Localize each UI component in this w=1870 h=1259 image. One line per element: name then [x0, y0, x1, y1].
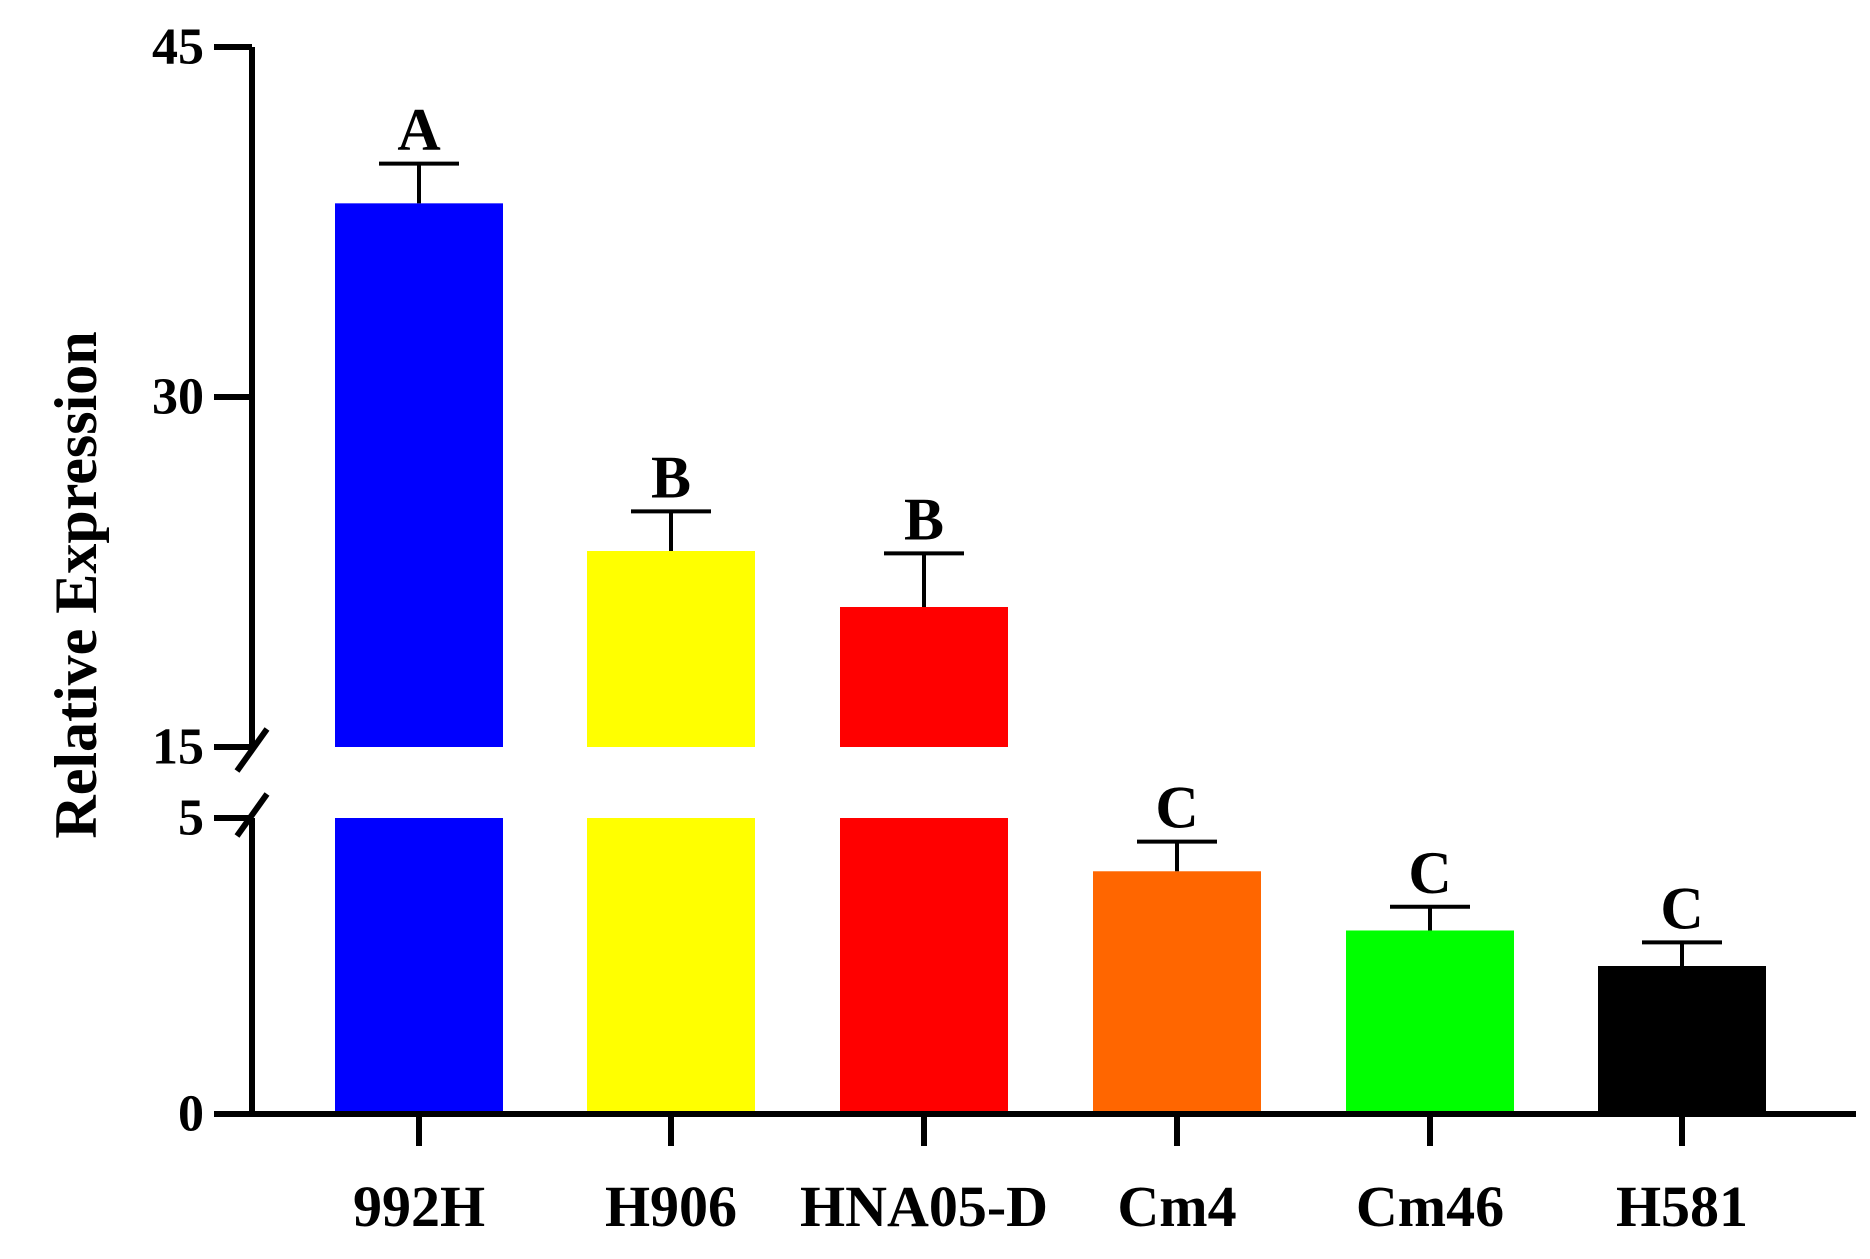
x-tick-label-992H: 992H: [353, 1174, 485, 1239]
bar-H581: [1598, 966, 1766, 1114]
x-tick-label-Cm46: Cm46: [1356, 1174, 1504, 1239]
y-tick-label-30: 30: [152, 369, 204, 426]
y-tick-label-0: 0: [178, 1086, 204, 1143]
significance-label-Cm46: C: [1408, 840, 1451, 906]
y-tick-label-45: 45: [152, 19, 204, 76]
x-tick-label-Cm4: Cm4: [1117, 1174, 1236, 1239]
bar-lower-992H: [335, 818, 503, 1114]
y-axis-label: Relative Expression: [43, 331, 109, 838]
x-tick-label-HNA05-D: HNA05-D: [800, 1174, 1048, 1239]
bar-Cm46: [1346, 930, 1514, 1114]
significance-label-HNA05-D: B: [904, 486, 944, 552]
significance-label-Cm4: C: [1155, 775, 1198, 841]
x-tick-label-H581: H581: [1616, 1174, 1748, 1239]
significance-label-H581: C: [1660, 875, 1703, 941]
bar-upper-H906: [587, 551, 755, 747]
bar-upper-992H: [335, 203, 503, 748]
y-tick-label-15: 15: [152, 719, 204, 776]
significance-label-992H: A: [397, 97, 440, 163]
bars-group: [335, 203, 1766, 1114]
bar-upper-HNA05-D: [840, 607, 1008, 747]
axes-group: [214, 44, 1856, 1146]
bar-Cm4: [1093, 871, 1261, 1114]
error-bars-group: [379, 161, 1722, 966]
x-tick-label-H906: H906: [605, 1174, 737, 1239]
y-tick-label-5: 5: [178, 790, 204, 847]
labels-group: A 992H B H906 B HNA05-D C Cm4 C Cm46 C H581 0 5 15 30 45: [152, 19, 1748, 1240]
bar-lower-H906: [587, 818, 755, 1114]
bar-lower-HNA05-D: [840, 818, 1008, 1114]
significance-label-H906: B: [651, 444, 691, 510]
